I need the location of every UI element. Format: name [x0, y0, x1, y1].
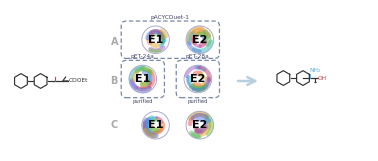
- Text: COOEt: COOEt: [69, 79, 88, 84]
- Text: C: C: [111, 120, 118, 130]
- Text: E2: E2: [190, 74, 206, 84]
- Text: E2: E2: [192, 35, 208, 45]
- Text: pET-28a: pET-28a: [186, 54, 210, 59]
- FancyArrowPatch shape: [238, 77, 255, 85]
- Text: NH₂: NH₂: [309, 68, 320, 73]
- Text: A: A: [110, 37, 118, 47]
- Text: pET-24a: pET-24a: [131, 54, 155, 59]
- Text: B: B: [111, 76, 118, 86]
- Circle shape: [129, 65, 156, 93]
- Circle shape: [142, 111, 169, 139]
- Text: E1: E1: [148, 120, 163, 130]
- Text: purified: purified: [187, 99, 208, 104]
- Circle shape: [184, 65, 212, 93]
- Text: E1: E1: [135, 74, 150, 84]
- Text: E2: E2: [192, 120, 208, 130]
- Text: OH: OH: [318, 76, 327, 80]
- Text: pACYCDuet-1: pACYCDuet-1: [151, 14, 190, 20]
- Text: E1: E1: [148, 35, 163, 45]
- Circle shape: [186, 26, 214, 53]
- Circle shape: [186, 111, 214, 139]
- Text: purified: purified: [133, 99, 153, 104]
- Circle shape: [142, 26, 169, 53]
